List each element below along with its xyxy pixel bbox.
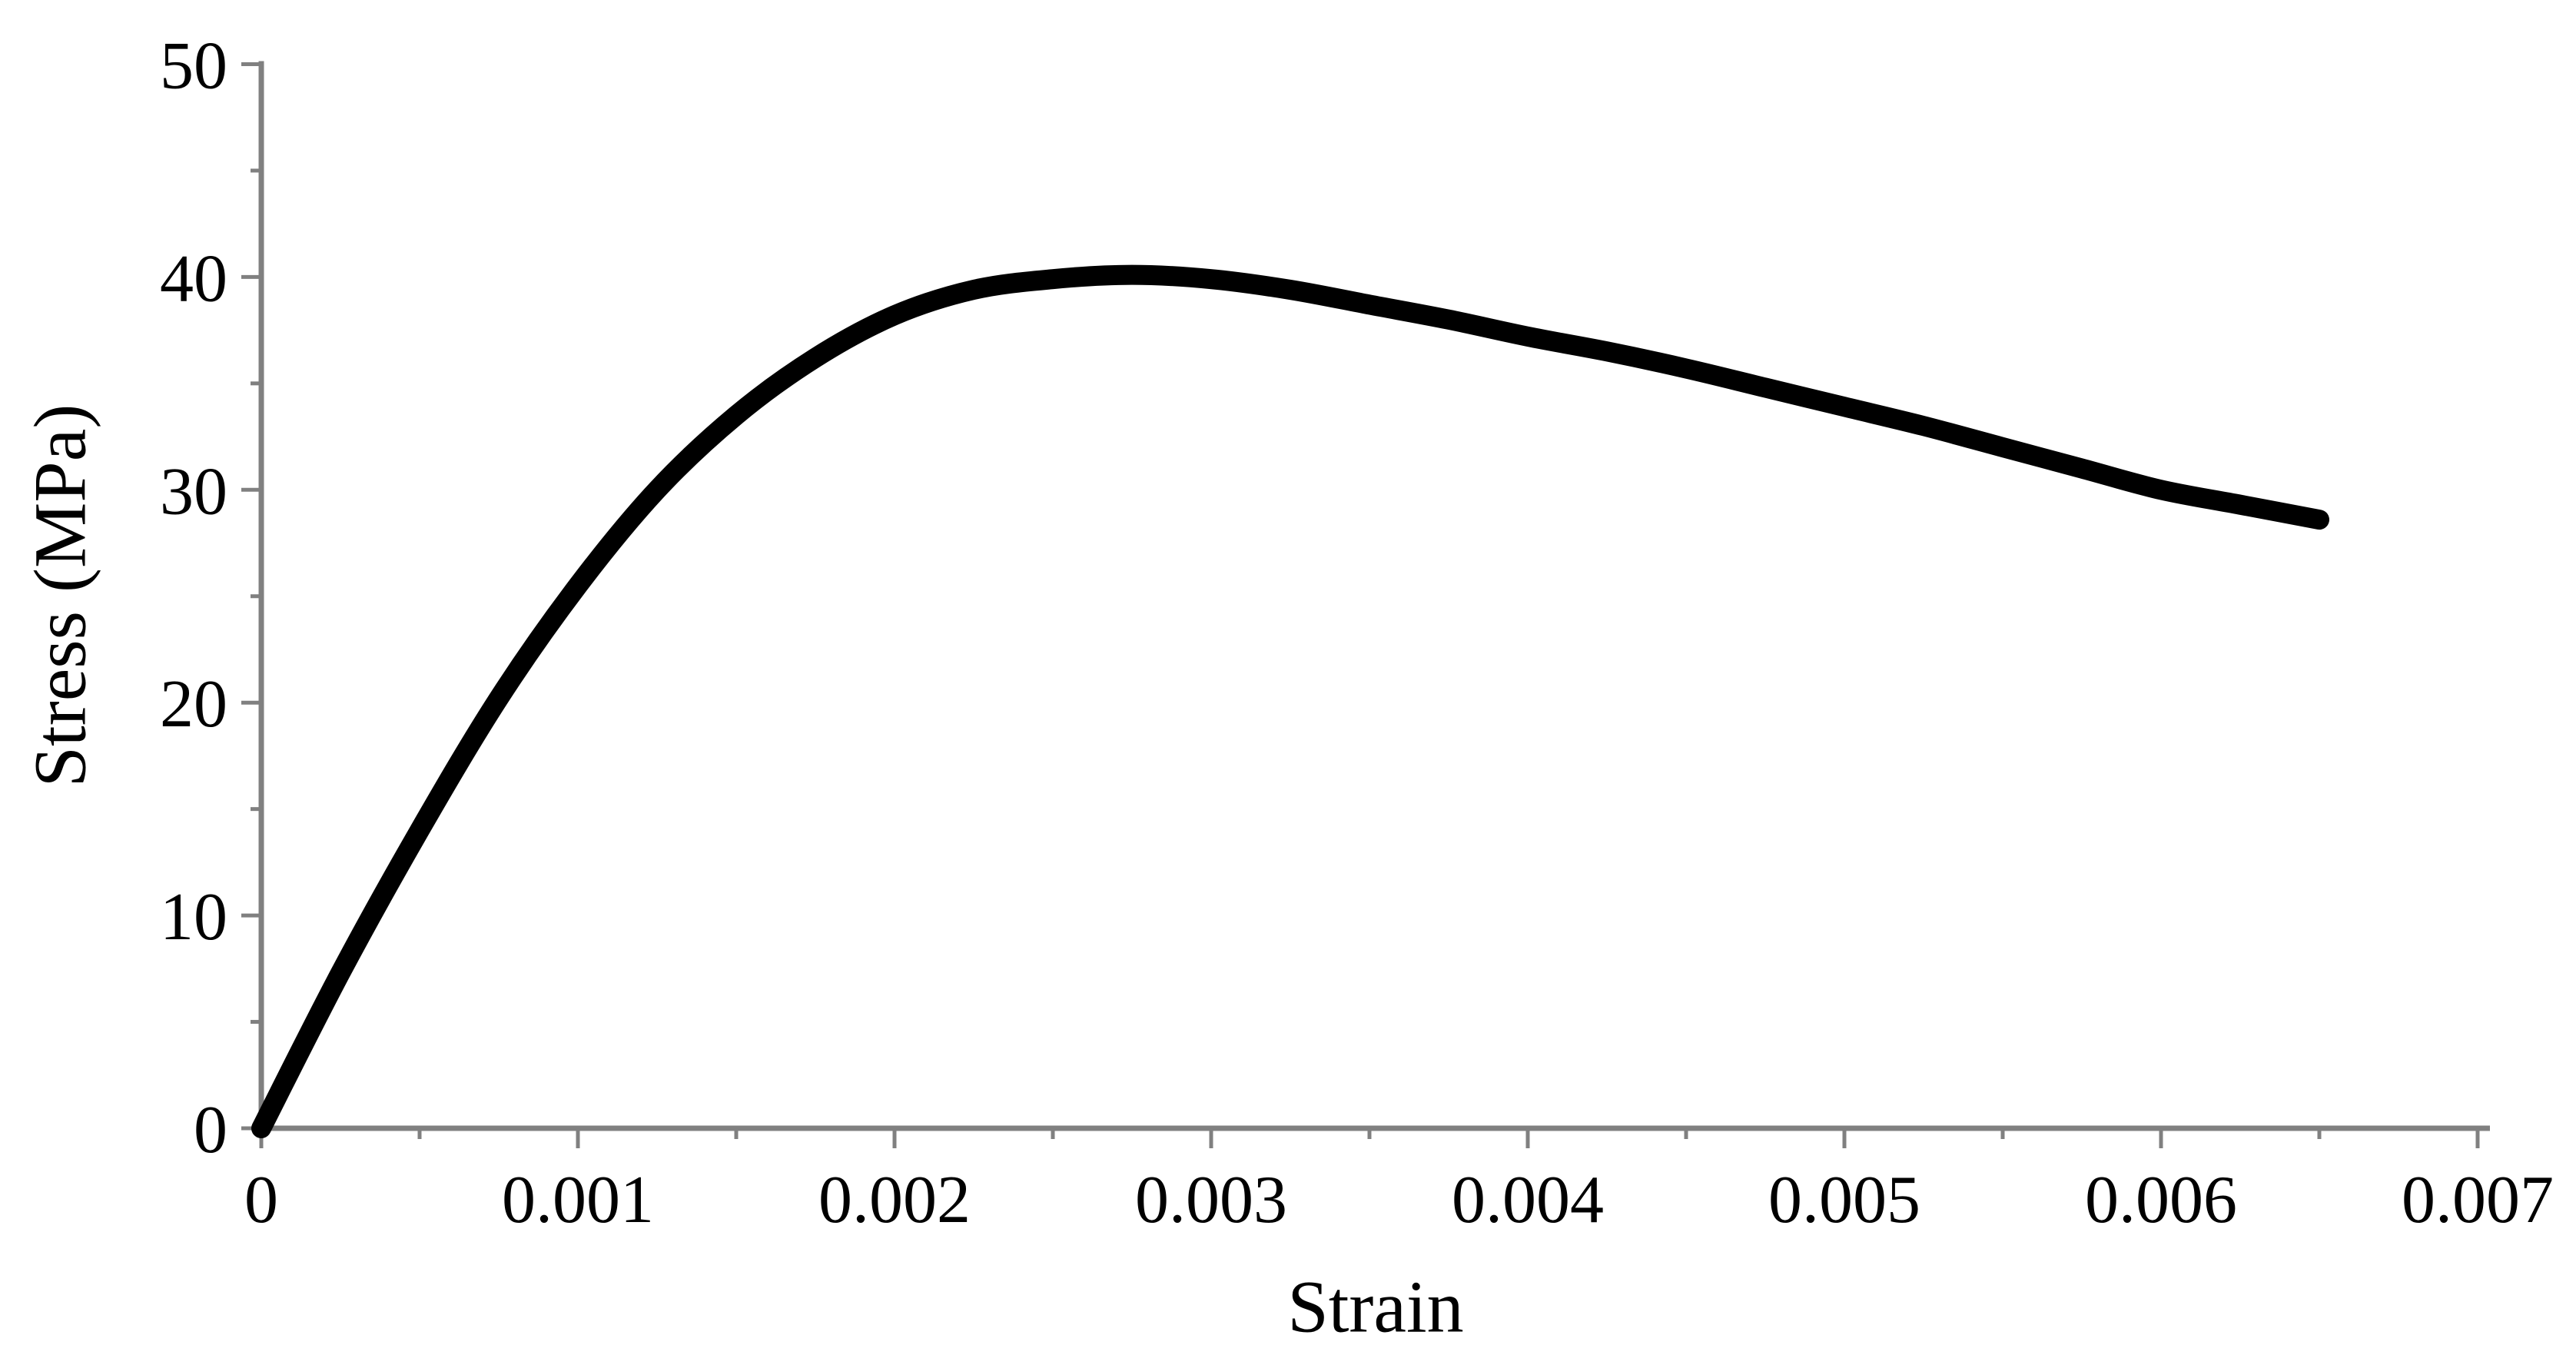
y-tick-label: 10 [160,880,227,955]
x-tick-label: 0.001 [502,1163,654,1237]
tick-labels: 0 10 20 30 40 50 0 0.001 0.002 0.003 0.004 0.005 0.0… [160,29,2554,1238]
x-tick-label: 0.002 [818,1163,971,1237]
y-tick-label: 50 [160,29,227,104]
x-tick-label: 0.003 [1135,1163,1287,1237]
y-tick-label: 30 [160,454,227,529]
x-tick-label: 0.004 [1452,1163,1604,1237]
y-tick-label: 0 [194,1093,227,1167]
y-tick-label: 40 [160,241,227,316]
series-layer [251,264,2329,1138]
tick-marks [241,62,2480,1148]
y-axis-title: Stress (MPa) [18,404,101,788]
axes [258,61,2490,1131]
x-tick-label: 0 [244,1163,278,1237]
y-tick-label: 20 [160,667,227,742]
x-tick-label: 0.007 [2402,1163,2554,1237]
x-tick-label: 0.005 [1768,1163,1920,1237]
x-tick-label: 0.006 [2085,1163,2237,1237]
stress-strain-curve-path [251,264,2329,1138]
x-axis-title: Strain [1287,1265,1464,1348]
